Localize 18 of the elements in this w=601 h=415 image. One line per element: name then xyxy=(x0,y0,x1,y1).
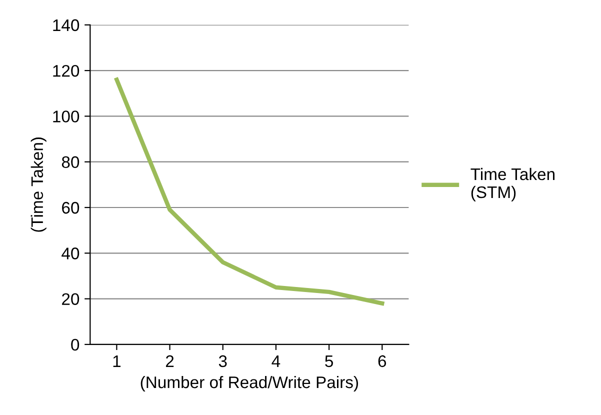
x-tick-label: 5 xyxy=(325,355,333,368)
y-tick-label: 0 xyxy=(71,338,80,351)
x-tick-label: 4 xyxy=(272,355,280,367)
x-tick-label: 2 xyxy=(166,355,174,367)
y-tick-label: 80 xyxy=(62,156,80,168)
y-tick-label: 60 xyxy=(62,202,80,214)
x-tick-label: 3 xyxy=(218,355,227,368)
y-tick-label: 140 xyxy=(53,19,80,32)
y-tick-label: 100 xyxy=(53,110,80,122)
x-axis-title: (Number of Read/Write Pairs) xyxy=(140,376,358,392)
y-tick-label: 120 xyxy=(53,64,80,77)
legend-label: Time Taken (STM) xyxy=(470,168,554,202)
x-tick-label: 1 xyxy=(113,355,121,367)
x-tick-label: 6 xyxy=(378,355,386,368)
line-series xyxy=(114,78,384,306)
y-tick-label: 40 xyxy=(62,248,80,260)
y-tick-label: 20 xyxy=(62,293,80,306)
y-axis-title: (Time Taken) xyxy=(30,138,46,232)
